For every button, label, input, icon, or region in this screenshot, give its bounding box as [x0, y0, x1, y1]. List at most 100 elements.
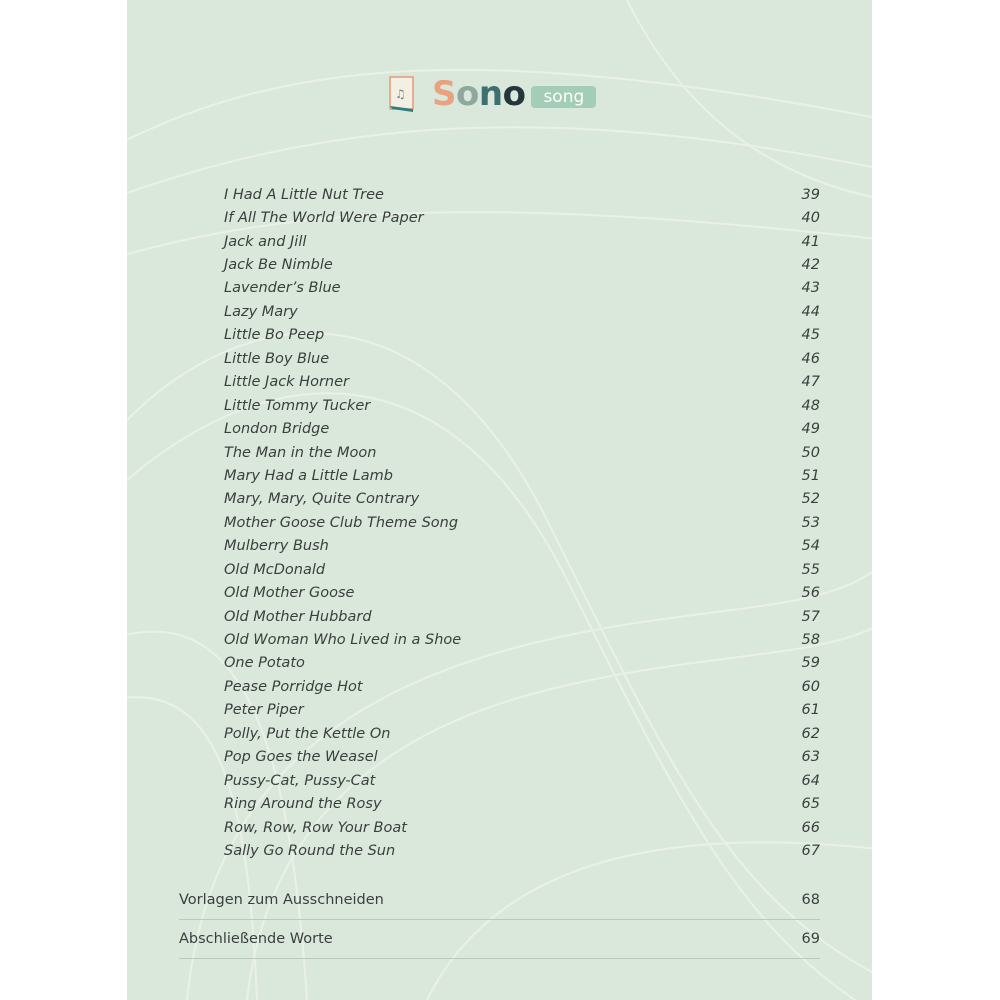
- entry-title: Jack Be Nimble: [224, 257, 333, 274]
- entry-page: 65: [801, 796, 820, 813]
- music-book-icon: ♫: [389, 76, 415, 112]
- entry-title: Peter Piper: [224, 702, 304, 719]
- entry-title: Polly, Put the Kettle On: [224, 725, 391, 742]
- entry-page: 66: [801, 819, 820, 836]
- entry-page: 52: [801, 491, 820, 508]
- entry-title: Little Bo Peep: [224, 327, 325, 344]
- section-title: Abschließende Worte: [179, 931, 333, 947]
- toc-entry[interactable]: Pussy-Cat, Pussy-Cat 64: [224, 769, 820, 792]
- toc-entry[interactable]: Peter Piper 61: [224, 699, 820, 722]
- entry-title: Ring Around the Rosy: [224, 796, 382, 813]
- entry-page: 54: [801, 538, 820, 555]
- entry-page: 60: [801, 678, 820, 695]
- entry-title: One Potato: [224, 655, 305, 672]
- entry-title: Lavender’s Blue: [224, 280, 341, 297]
- entry-page: 40: [801, 210, 820, 227]
- entry-title: I Had A Little Nut Tree: [224, 186, 384, 203]
- svg-text:♫: ♫: [395, 87, 406, 101]
- entry-title: Mary, Mary, Quite Contrary: [224, 491, 420, 508]
- section-page: 69: [801, 931, 820, 947]
- toc-entry[interactable]: Little Bo Peep 45: [224, 324, 820, 347]
- toc-entry[interactable]: The Man in the Moon 50: [224, 441, 820, 464]
- entry-title: Old Mother Goose: [224, 585, 355, 602]
- entry-title: Old Woman Who Lived in a Shoe: [224, 632, 462, 649]
- entry-page: 44: [801, 303, 820, 320]
- toc-entry[interactable]: Pease Porridge Hot 60: [224, 675, 820, 698]
- logo-wordmark: Sono: [432, 74, 526, 114]
- toc-list: I Had A Little Nut Tree 39 If All The Worl…: [224, 183, 820, 863]
- entry-title: Jack and Jill: [224, 233, 307, 250]
- toc-entry[interactable]: Old Mother Goose 56: [224, 581, 820, 604]
- entry-title: Little Jack Horner: [224, 374, 349, 391]
- entry-page: 50: [801, 444, 820, 461]
- entry-page: 56: [801, 585, 820, 602]
- toc-section-row[interactable]: Abschließende Worte 69: [179, 920, 820, 959]
- toc-entry[interactable]: Mother Goose Club Theme Song 53: [224, 511, 820, 534]
- entry-title: Mary Had a Little Lamb: [224, 467, 393, 484]
- entry-page: 45: [801, 327, 820, 344]
- entry-title: Lazy Mary: [224, 303, 298, 320]
- page: ♫ Sono song I Had A Little Nut Tree 39 If …: [127, 0, 872, 1000]
- entry-page: 62: [801, 725, 820, 742]
- toc-entry[interactable]: Mary Had a Little Lamb 51: [224, 464, 820, 487]
- entry-title: Little Tommy Tucker: [224, 397, 371, 414]
- toc-entry[interactable]: Mulberry Bush 54: [224, 535, 820, 558]
- entry-page: 41: [801, 233, 820, 250]
- entry-page: 46: [801, 350, 820, 367]
- entry-title: Row, Row, Row Your Boat: [224, 819, 407, 836]
- entry-title: Mother Goose Club Theme Song: [224, 514, 459, 531]
- toc-entry[interactable]: Little Boy Blue 46: [224, 347, 820, 370]
- toc-entry[interactable]: Lazy Mary 44: [224, 300, 820, 323]
- toc-entry[interactable]: If All The World Were Paper 40: [224, 206, 820, 229]
- entry-title: If All The World Were Paper: [224, 210, 424, 227]
- entry-title: Mulberry Bush: [224, 538, 329, 555]
- sonosong-logo: ♫ Sono song: [389, 74, 597, 114]
- entry-page: 67: [801, 842, 820, 859]
- logo-badge: song: [531, 86, 597, 108]
- entry-title: Pease Porridge Hot: [224, 678, 363, 695]
- toc-entry[interactable]: Ring Around the Rosy 65: [224, 792, 820, 815]
- entry-page: 53: [801, 514, 820, 531]
- entry-page: 58: [801, 632, 820, 649]
- entry-page: 47: [801, 374, 820, 391]
- entry-page: 42: [801, 257, 820, 274]
- entry-title: Little Boy Blue: [224, 350, 330, 367]
- toc-entry[interactable]: Little Jack Horner 47: [224, 371, 820, 394]
- toc-entry[interactable]: One Potato 59: [224, 652, 820, 675]
- entry-title: Sally Go Round the Sun: [224, 842, 396, 859]
- entry-title: The Man in the Moon: [224, 444, 377, 461]
- toc-entry[interactable]: Old Mother Hubbard 57: [224, 605, 820, 628]
- entry-title: Pop Goes the Weasel: [224, 749, 378, 766]
- entry-title: Old Mother Hubbard: [224, 608, 372, 625]
- entry-title: Pussy-Cat, Pussy-Cat: [224, 772, 376, 789]
- toc-entry[interactable]: I Had A Little Nut Tree 39: [224, 183, 820, 206]
- toc-entry[interactable]: London Bridge 49: [224, 417, 820, 440]
- entry-page: 49: [801, 421, 820, 438]
- entry-page: 61: [801, 702, 820, 719]
- toc-entry[interactable]: Old McDonald 55: [224, 558, 820, 581]
- entry-page: 59: [801, 655, 820, 672]
- toc-entry[interactable]: Little Tommy Tucker 48: [224, 394, 820, 417]
- entry-page: 63: [801, 749, 820, 766]
- toc-entry[interactable]: Row, Row, Row Your Boat 66: [224, 816, 820, 839]
- toc-entry[interactable]: Lavender’s Blue 43: [224, 277, 820, 300]
- toc-entry[interactable]: Sally Go Round the Sun 67: [224, 839, 820, 862]
- toc-entry[interactable]: Jack and Jill 41: [224, 230, 820, 253]
- entry-page: 43: [801, 280, 820, 297]
- entry-page: 39: [801, 186, 820, 203]
- toc-entry[interactable]: Polly, Put the Kettle On 62: [224, 722, 820, 745]
- toc-entry[interactable]: Old Woman Who Lived in a Shoe 58: [224, 628, 820, 651]
- toc-entry[interactable]: Mary, Mary, Quite Contrary 52: [224, 488, 820, 511]
- entry-page: 51: [801, 467, 820, 484]
- entry-page: 57: [801, 608, 820, 625]
- section-page: 68: [801, 892, 820, 908]
- entry-title: Old McDonald: [224, 561, 326, 578]
- entry-title: London Bridge: [224, 421, 330, 438]
- toc-entry[interactable]: Jack Be Nimble 42: [224, 253, 820, 276]
- toc-entry[interactable]: Pop Goes the Weasel 63: [224, 746, 820, 769]
- section-title: Vorlagen zum Ausschneiden: [179, 892, 384, 908]
- entry-page: 48: [801, 397, 820, 414]
- toc-section-row[interactable]: Vorlagen zum Ausschneiden 68: [179, 881, 820, 920]
- entry-page: 64: [801, 772, 820, 789]
- entry-page: 55: [801, 561, 820, 578]
